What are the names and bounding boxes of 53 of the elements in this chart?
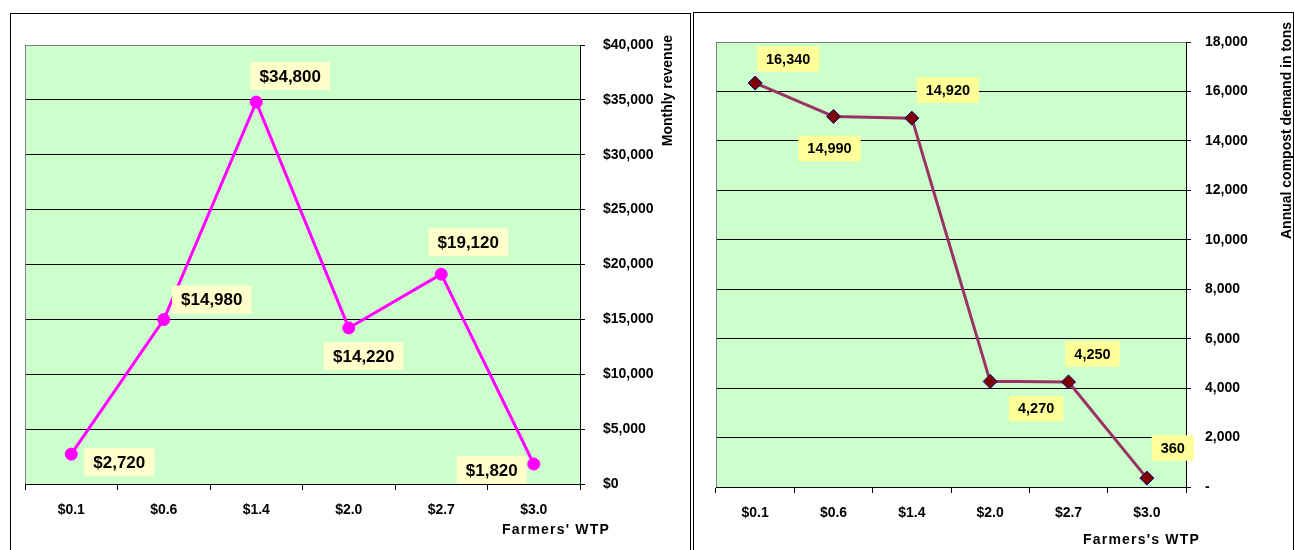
y-tick-label: $40,000 — [603, 35, 654, 52]
x-tick-label: $1.4 — [242, 501, 271, 518]
y-tick-label: 14,000 — [1205, 131, 1249, 148]
data-label: 14,920 — [925, 82, 971, 99]
y-axis-title: Annual compost demand in tons — [1277, 21, 1294, 240]
y-tick-label: 6,000 — [1205, 329, 1241, 346]
x-tick-label: $2.0 — [335, 501, 363, 518]
y-tick-label: $10,000 — [603, 365, 654, 382]
point — [157, 313, 171, 327]
x-tick-label: $3.0 — [520, 501, 548, 518]
data-label: 14,990 — [807, 140, 852, 157]
y-tick-label: 12,000 — [1205, 181, 1249, 198]
point — [342, 321, 356, 335]
x-tick-label: $2.0 — [976, 504, 1004, 521]
x-tick-label: $1.4 — [898, 504, 926, 521]
data-label: $19,120 — [437, 232, 499, 252]
x-tick-label: $0.6 — [150, 501, 178, 518]
x-axis-title: Farmers's WTP — [1083, 530, 1200, 547]
y-tick-label: 10,000 — [1205, 230, 1249, 247]
data-label: $34,800 — [259, 66, 321, 86]
y-tick-label: 16,000 — [1205, 82, 1249, 99]
data-label: $14,980 — [181, 290, 243, 310]
x-tick-label: $0.6 — [819, 504, 848, 521]
y-tick-label: $20,000 — [603, 255, 654, 272]
y-tick-label: 18,000 — [1205, 32, 1249, 49]
data-label: $2,720 — [93, 452, 146, 472]
x-axis-title: Farmers' WTP — [502, 520, 610, 537]
y-tick-label: 8,000 — [1205, 280, 1241, 297]
y-tick-label: - — [1205, 477, 1210, 494]
point — [64, 447, 78, 461]
data-label: $14,220 — [333, 346, 395, 366]
y-tick-label: $25,000 — [603, 200, 654, 217]
x-tick-label: $0.1 — [741, 504, 769, 521]
y-tick-label: $35,000 — [603, 90, 654, 107]
data-label: 4,270 — [1018, 400, 1055, 417]
point — [434, 267, 448, 281]
y-tick-label: $0 — [603, 474, 619, 491]
y-tick-label: $5,000 — [603, 419, 647, 436]
data-label: 4,250 — [1074, 345, 1111, 362]
y-tick-label: $30,000 — [603, 145, 654, 162]
y-tick-label: 2,000 — [1205, 428, 1241, 445]
x-tick-label: $2.7 — [427, 501, 456, 518]
data-label: 16,340 — [765, 51, 811, 68]
data-label: 360 — [1160, 440, 1185, 457]
y-axis-title: Monthly revenue — [658, 34, 675, 147]
point — [527, 457, 541, 471]
y-tick-label: 4,000 — [1205, 378, 1241, 395]
y-tick-label: $15,000 — [603, 310, 654, 327]
x-tick-label: $3.0 — [1133, 504, 1161, 521]
x-tick-label: $0.1 — [57, 501, 86, 518]
point — [249, 95, 263, 109]
x-tick-label: $2.7 — [1054, 504, 1083, 521]
data-label: $1,820 — [465, 460, 518, 480]
